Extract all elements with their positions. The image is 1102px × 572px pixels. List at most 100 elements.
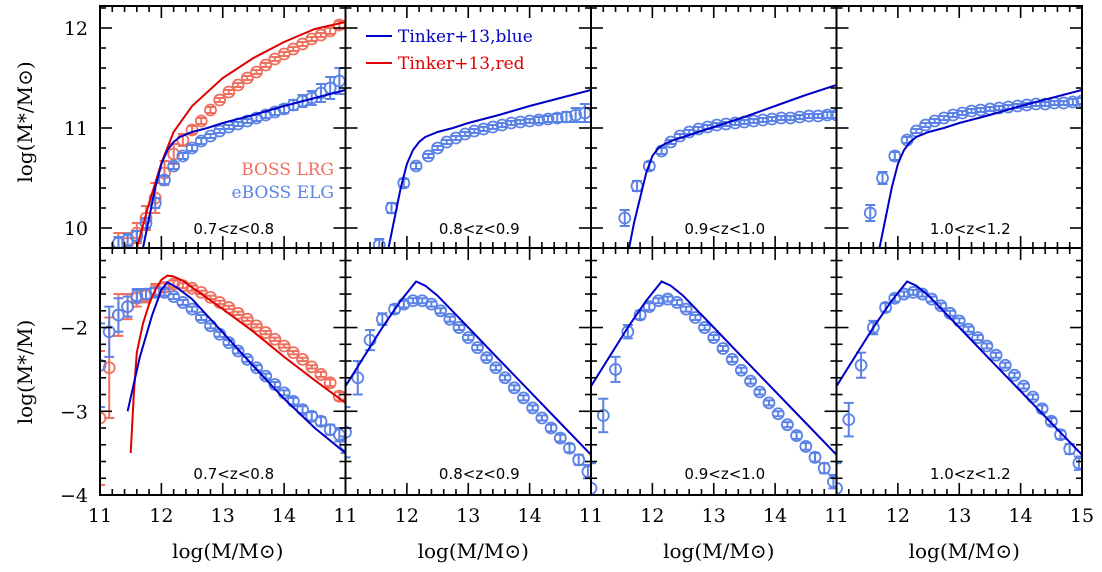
- elg-point: [934, 299, 948, 313]
- elg-point: [259, 369, 273, 383]
- elg-point: [461, 331, 475, 344]
- panel-frame: [835, 5, 1083, 249]
- elg-point: [523, 114, 537, 128]
- elg-point: [971, 331, 985, 344]
- legend-point-label: eBOSS ELG: [232, 183, 334, 203]
- x-tick-label: 11: [88, 505, 112, 527]
- elg-point: [762, 396, 776, 410]
- elg-point: [526, 401, 540, 415]
- x-tick-label: 13: [947, 505, 971, 527]
- lrg-point: [102, 361, 116, 375]
- elg-point: [176, 149, 190, 163]
- legend-line-label: Tinker+13,red: [398, 54, 525, 74]
- elg-point: [827, 475, 837, 489]
- elg-point: [480, 351, 494, 365]
- x-tick-label: 13: [456, 505, 480, 527]
- panel-0-0: 10 11 12 0.7<z<0.8: [64, 5, 347, 249]
- elg-point: [1054, 428, 1067, 442]
- elg-point: [808, 450, 822, 464]
- redshift-label: 0.8<z<0.9: [439, 465, 520, 483]
- elg-point: [139, 287, 153, 301]
- elg-point: [962, 322, 975, 336]
- x-tick-label: 15: [1070, 505, 1094, 527]
- lrg-point: [194, 114, 208, 128]
- elg-point: [811, 109, 825, 123]
- elg-point: [409, 159, 423, 173]
- redshift-label: 0.9<z<1.0: [684, 220, 765, 238]
- lrg-point: [250, 319, 263, 333]
- x-axis-title: log(M/M⊙): [909, 539, 1020, 563]
- elg-point: [560, 110, 573, 124]
- elg-point: [372, 238, 386, 248]
- elg-point: [820, 108, 834, 122]
- elg-point: [434, 304, 448, 318]
- elg-point: [535, 411, 549, 425]
- panel-plot-area: [100, 274, 346, 486]
- y-tick-label: −3: [60, 401, 88, 423]
- panel-plot-area: [112, 18, 346, 248]
- tinker-blue-line: [836, 280, 1082, 456]
- elg-point: [707, 331, 721, 344]
- elg-point: [679, 302, 693, 316]
- elg-point: [863, 206, 877, 220]
- y-axis-title-top: log(M*/M⊙): [13, 61, 37, 182]
- elg-point: [642, 159, 656, 173]
- panel-plot-area: [372, 89, 591, 248]
- panel-plot-area: [618, 84, 837, 248]
- elg-point: [121, 300, 135, 314]
- elg-point: [314, 414, 328, 428]
- panel-frame: [835, 247, 1083, 496]
- x-tick-label: 12: [640, 505, 664, 527]
- tinker-red-line: [129, 274, 346, 454]
- elg-point: [781, 418, 794, 432]
- x-axis-title: log(M/M⊙): [418, 539, 529, 563]
- redshift-label: 0.7<z<0.8: [193, 220, 274, 238]
- elg-point: [231, 344, 245, 358]
- x-tick-label: 14: [763, 505, 787, 527]
- elg-point: [734, 363, 748, 377]
- elg-point: [596, 409, 610, 422]
- lrg-point: [240, 312, 254, 326]
- elg-point: [771, 407, 785, 421]
- elg-point: [498, 371, 512, 385]
- x-tick-label: 14: [1009, 505, 1033, 527]
- elg-point: [517, 391, 530, 405]
- elg-point: [532, 113, 546, 127]
- elg-point: [1072, 456, 1082, 470]
- elg-point: [854, 358, 868, 372]
- panel-1-0: −4 −3 −2 0.7<z<0.8 log(M/M⊙) 11 12 13 14: [60, 247, 347, 563]
- elg-point: [507, 381, 521, 395]
- panel-plot-area: [345, 280, 591, 480]
- tinker-blue-line: [591, 280, 837, 456]
- x-tick-label: 11: [333, 505, 357, 527]
- elg-point: [1044, 414, 1058, 428]
- panel-frame: [344, 247, 592, 496]
- elg-point: [879, 301, 892, 314]
- lrg-point: [240, 71, 254, 85]
- elg-point: [802, 109, 816, 123]
- elg-point: [774, 111, 788, 125]
- panel-grid: 10 11 12 0.7<z<0.8 0.8<z<0.9 0.9<z<1.0 1.0<z<1…: [60, 5, 1094, 563]
- lrg-point: [204, 103, 217, 117]
- elg-point: [790, 429, 804, 442]
- elg-point: [998, 358, 1012, 372]
- x-tick-label: 12: [149, 505, 173, 527]
- tinker-blue-line: [878, 89, 1082, 248]
- elg-point: [550, 111, 564, 125]
- tinker-blue-line: [142, 89, 346, 248]
- elg-point: [925, 292, 939, 306]
- elg-point: [1075, 94, 1082, 108]
- elg-point: [817, 461, 831, 475]
- elg-point: [842, 413, 856, 427]
- redshift-label: 0.7<z<0.8: [193, 465, 274, 483]
- elg-point: [1008, 368, 1021, 382]
- elg-point: [642, 300, 656, 314]
- elg-point: [569, 108, 583, 122]
- elg-point: [716, 342, 730, 355]
- panel-plot-area: [591, 280, 837, 495]
- elg-point: [100, 358, 107, 372]
- panel-0-2: 0.9<z<1.0: [590, 5, 838, 249]
- legend: Tinker+13,blue Tinker+13,red BOSS LRG eBOSS…: [232, 27, 533, 203]
- elg-point: [563, 441, 576, 455]
- elg-point: [167, 290, 181, 303]
